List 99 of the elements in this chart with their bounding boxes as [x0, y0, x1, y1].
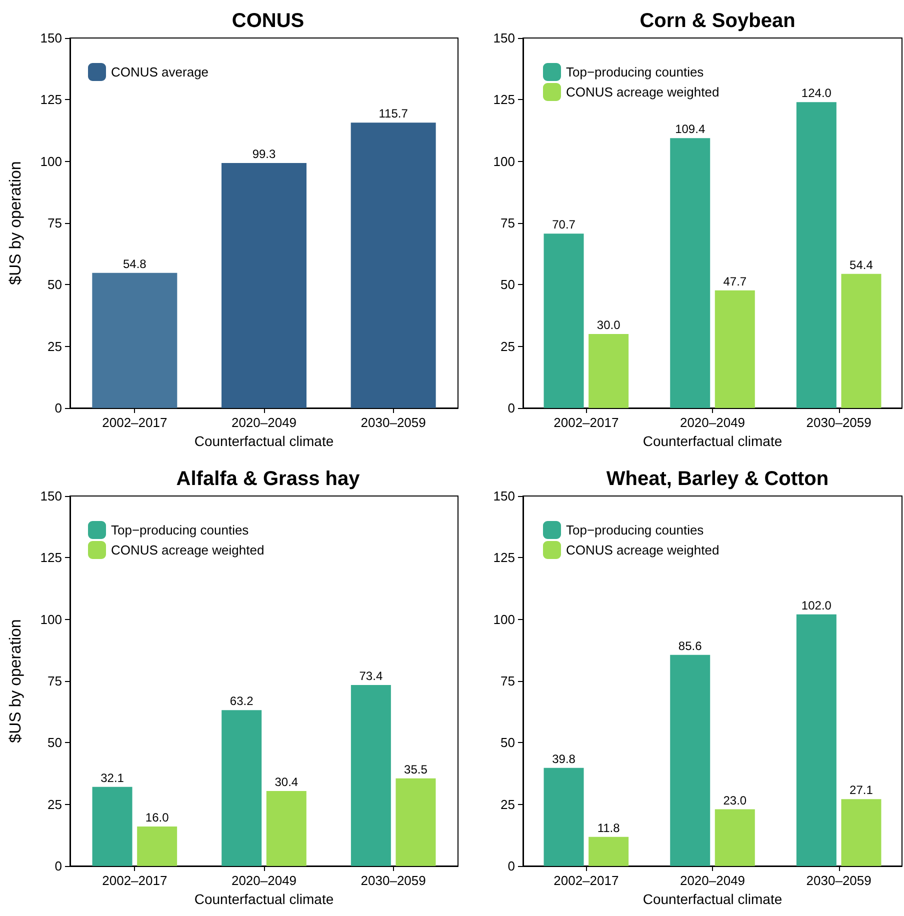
bar [350, 684, 391, 866]
data-label: 23.0 [723, 793, 747, 808]
data-label: 30.0 [596, 318, 621, 332]
y-tick-label: 75 [48, 674, 62, 688]
y-tick-label: 125 [493, 550, 515, 566]
y-tick-label: 50 [500, 735, 515, 750]
data-label: 32.1 [100, 770, 124, 785]
data-label: 11.8 [597, 820, 620, 835]
y-tick-label: 0 [508, 858, 515, 874]
bar [396, 778, 436, 866]
data-label: 35.5 [404, 762, 428, 776]
chart-title: Wheat, Barley & Cotton [606, 468, 829, 490]
y-tick-label: 100 [40, 612, 62, 627]
data-label: 39.8 [552, 752, 576, 766]
y-tick-label: 150 [40, 30, 62, 46]
y-tick-label: 125 [40, 550, 62, 566]
data-label: 109.4 [675, 122, 706, 136]
bar [714, 809, 755, 866]
y-axis-title: $US by operation [8, 161, 24, 285]
x-tick-label: 2030–2059 [360, 415, 426, 430]
bar [544, 234, 584, 408]
y-tick-label: 125 [40, 92, 62, 108]
data-label: 16.0 [145, 810, 170, 825]
y-tick-label: 125 [493, 92, 515, 108]
y-tick-label: 100 [40, 154, 62, 169]
y-tick-label: 150 [493, 488, 515, 504]
data-label: 99.3 [252, 147, 276, 162]
data-label: 54.4 [850, 258, 874, 272]
bar [588, 334, 629, 408]
data-label: 54.8 [122, 256, 147, 271]
x-axis-title: Counterfactual climate [194, 891, 334, 907]
legend-label: CONUS acreage weighted [566, 84, 720, 100]
x-tick-label: 2030–2059 [806, 415, 872, 430]
data-label: 47.7 [723, 274, 747, 288]
x-axis-title: Counterfactual climate [194, 433, 334, 449]
x-tick-label: 2002–2017 [102, 415, 168, 430]
y-tick-label: 0 [508, 400, 515, 416]
bar [714, 290, 755, 408]
y-tick-label: 0 [54, 400, 62, 416]
bar [266, 791, 306, 866]
y-tick-label: 25 [500, 338, 515, 354]
data-label: 73.4 [359, 668, 383, 683]
legend-label: CONUS acreage weighted [566, 542, 720, 558]
y-axis-title: $US by operation [8, 619, 24, 743]
x-tick-label: 2020–2049 [231, 415, 297, 430]
y-tick-label: 50 [48, 735, 62, 750]
data-label: 124.0 [801, 86, 832, 100]
bar [222, 710, 262, 866]
y-tick-label: 100 [493, 612, 515, 627]
x-tick-label: 2002–2017 [554, 873, 619, 888]
x-tick-label: 2020–2049 [680, 873, 746, 888]
data-label: 102.0 [801, 598, 832, 612]
y-tick-label: 75 [500, 216, 515, 230]
data-label: 63.2 [230, 694, 254, 708]
data-label: 30.4 [274, 775, 298, 790]
y-tick-label: 100 [493, 154, 515, 169]
y-tick-label: 50 [500, 277, 515, 292]
legend-label: Top−producing counties [111, 522, 250, 538]
bar [588, 836, 629, 866]
y-tick-label: 75 [48, 216, 62, 230]
x-tick-label: 2030–2059 [360, 873, 426, 888]
x-tick-label: 2030–2059 [806, 873, 872, 888]
x-tick-label: 2020–2049 [680, 415, 746, 430]
y-tick-label: 25 [500, 796, 515, 812]
bar [350, 122, 436, 408]
y-tick-label: 0 [54, 858, 62, 874]
bar [92, 786, 132, 866]
legend-label: CONUS acreage weighted [111, 542, 264, 558]
bar [841, 799, 882, 866]
bar [670, 138, 710, 408]
x-tick-label: 2002–2017 [102, 873, 168, 888]
data-label: 85.6 [678, 638, 702, 653]
data-label: 70.7 [552, 218, 576, 232]
y-tick-label: 75 [500, 674, 515, 688]
legend-label: CONUS average [111, 64, 209, 80]
y-tick-label: 25 [48, 338, 62, 354]
bar [670, 654, 710, 866]
bar [222, 163, 306, 408]
x-axis-title: Counterfactual climate [642, 433, 782, 449]
y-tick-label: 150 [493, 30, 515, 46]
data-label: 27.1 [850, 783, 874, 798]
legend-label: Top−producing counties [566, 64, 704, 80]
legend-label: Top−producing counties [566, 522, 704, 538]
x-tick-label: 2020–2049 [231, 873, 297, 888]
bar [544, 768, 584, 866]
bar [841, 274, 882, 408]
bar [796, 102, 836, 408]
x-axis-title: Counterfactual climate [642, 891, 782, 907]
chart-title: Corn & Soybean [640, 10, 796, 32]
y-tick-label: 150 [40, 488, 62, 504]
x-tick-label: 2002–2017 [554, 415, 619, 430]
chart-title: CONUS [232, 10, 304, 32]
bar [796, 614, 836, 866]
y-tick-label: 50 [48, 277, 62, 292]
chart-title: Alfalfa & Grass hay [176, 468, 361, 490]
bar [137, 826, 178, 866]
y-tick-label: 25 [48, 796, 62, 812]
data-label: 115.7 [378, 106, 408, 121]
bar [92, 272, 178, 408]
